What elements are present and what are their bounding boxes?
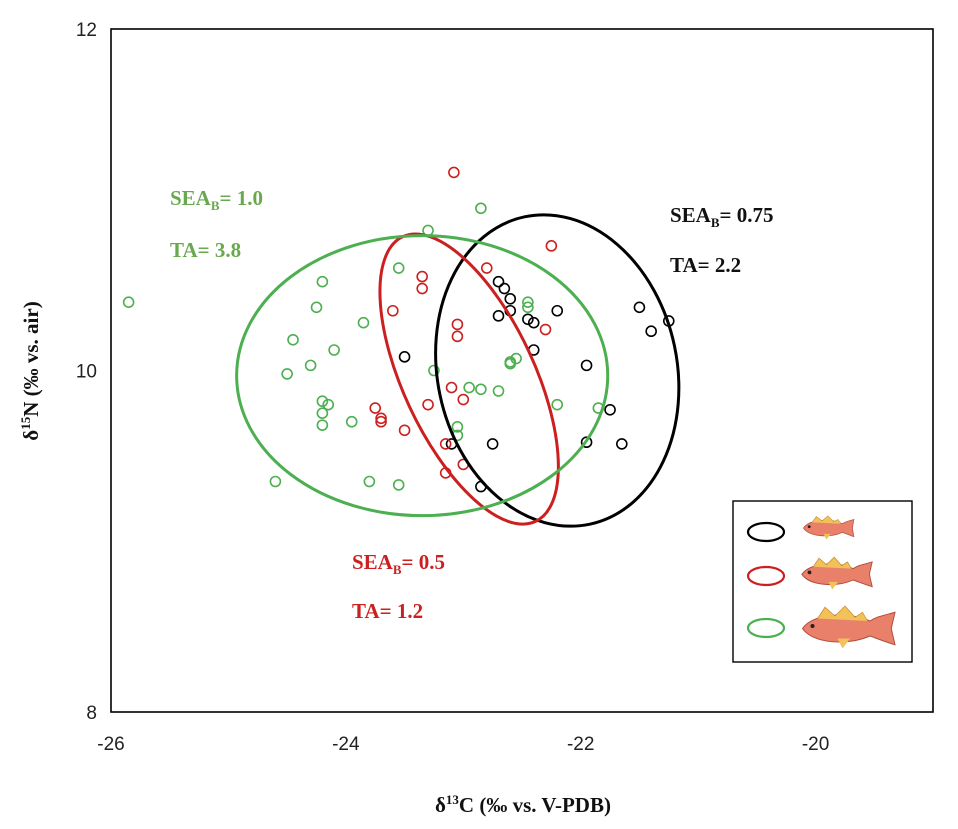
data-point-large [475, 202, 487, 215]
data-point-large [304, 359, 317, 372]
data-point-medium [398, 424, 411, 437]
sea-annotation-small: SEAB= 0.75 [670, 203, 774, 230]
data-point-large [281, 368, 293, 380]
data-point-medium [439, 438, 452, 450]
legend-entry-medium [746, 556, 873, 590]
x-axis-title: δ13C (‰ vs. V-PDB) [435, 792, 611, 817]
data-point-medium [375, 415, 387, 428]
data-point-large [316, 419, 329, 431]
data-point-large [475, 383, 487, 396]
data-point-large [451, 421, 464, 433]
data-point-small [633, 301, 646, 314]
data-point-medium [451, 330, 464, 343]
y-axis-title: δ15N (‰ vs. air) [18, 301, 43, 440]
data-point-large [492, 385, 505, 397]
tick-labels: -26 -24 -22 -20 8 10 12 [76, 20, 829, 755]
x-tick-label: -24 [332, 734, 360, 755]
data-point-large [522, 296, 534, 309]
data-point-small [522, 313, 534, 326]
data-point-large [269, 475, 282, 488]
data-point-medium [480, 262, 493, 274]
data-point-large [504, 357, 517, 370]
legend-swatch-small [746, 521, 786, 543]
data-point-medium [457, 393, 470, 406]
data-point-large [522, 301, 534, 314]
data-point-large [345, 415, 358, 428]
data-point-small [616, 438, 628, 450]
data-point-small [551, 304, 564, 317]
data-point-small [504, 292, 517, 305]
x-tick-label: -20 [802, 734, 829, 755]
data-point-small [492, 275, 505, 288]
data-point-small [498, 282, 511, 295]
data-point-medium [445, 381, 458, 394]
data-point-small [645, 325, 657, 338]
medium-fish-icon [801, 556, 873, 590]
data-point-small [398, 351, 411, 363]
y-tick-label: 10 [76, 362, 97, 383]
large-fish-icon [801, 605, 896, 649]
data-point-large [316, 407, 329, 419]
data-point-small [527, 316, 540, 329]
data-point-large [122, 296, 135, 309]
data-point-medium [422, 398, 434, 411]
ta-annotation-large: TA= 3.8 [170, 238, 241, 262]
data-point-large [287, 333, 299, 346]
chart-marks [122, 166, 681, 528]
data-point-medium [545, 240, 558, 252]
y-tick-label: 8 [86, 703, 97, 724]
ta-annotation-small: TA= 2.2 [670, 253, 741, 277]
data-point-medium [375, 412, 387, 425]
data-point-medium [448, 166, 460, 179]
data-point-large [316, 395, 329, 408]
data-point-large [328, 344, 340, 356]
legend-entry-small [746, 515, 855, 543]
x-tick-label: -26 [97, 734, 124, 755]
legend-swatch-large [746, 617, 786, 639]
data-point-large [392, 262, 405, 274]
sea-ellipse-large [235, 234, 610, 518]
data-point-small [580, 359, 593, 372]
legend [732, 500, 913, 663]
data-point-small [492, 310, 505, 322]
data-point-medium [539, 323, 552, 336]
data-point-large [428, 364, 440, 377]
data-point-small [486, 438, 499, 450]
legend-swatch-medium [746, 565, 786, 587]
small-fish-icon [803, 515, 855, 540]
y-tick-label: 12 [76, 20, 97, 41]
data-point-medium [387, 304, 399, 317]
data-point-medium [369, 402, 382, 414]
data-point-medium [416, 282, 428, 295]
data-point-small [604, 403, 616, 416]
x-tick-label: -22 [567, 734, 594, 755]
legend-entry-large [746, 605, 896, 649]
sea-annotation-large: SEAB= 1.0 [170, 186, 263, 213]
sea-ellipse-small [434, 213, 681, 528]
data-point-large [463, 381, 475, 394]
sea-ellipse-medium [378, 232, 560, 526]
data-point-large [357, 316, 370, 329]
ta-annotation-medium: TA= 1.2 [352, 599, 423, 623]
data-point-large [316, 275, 329, 288]
data-point-large [310, 301, 323, 314]
data-point-medium [416, 270, 428, 283]
data-point-small [580, 436, 593, 449]
data-point-large [551, 398, 564, 411]
data-point-large [392, 479, 405, 491]
plot-frame [110, 28, 934, 713]
data-point-medium [451, 318, 464, 331]
data-point-large [363, 475, 376, 488]
sea-annotation-medium: SEAB= 0.5 [352, 550, 445, 577]
data-point-large [322, 398, 335, 411]
